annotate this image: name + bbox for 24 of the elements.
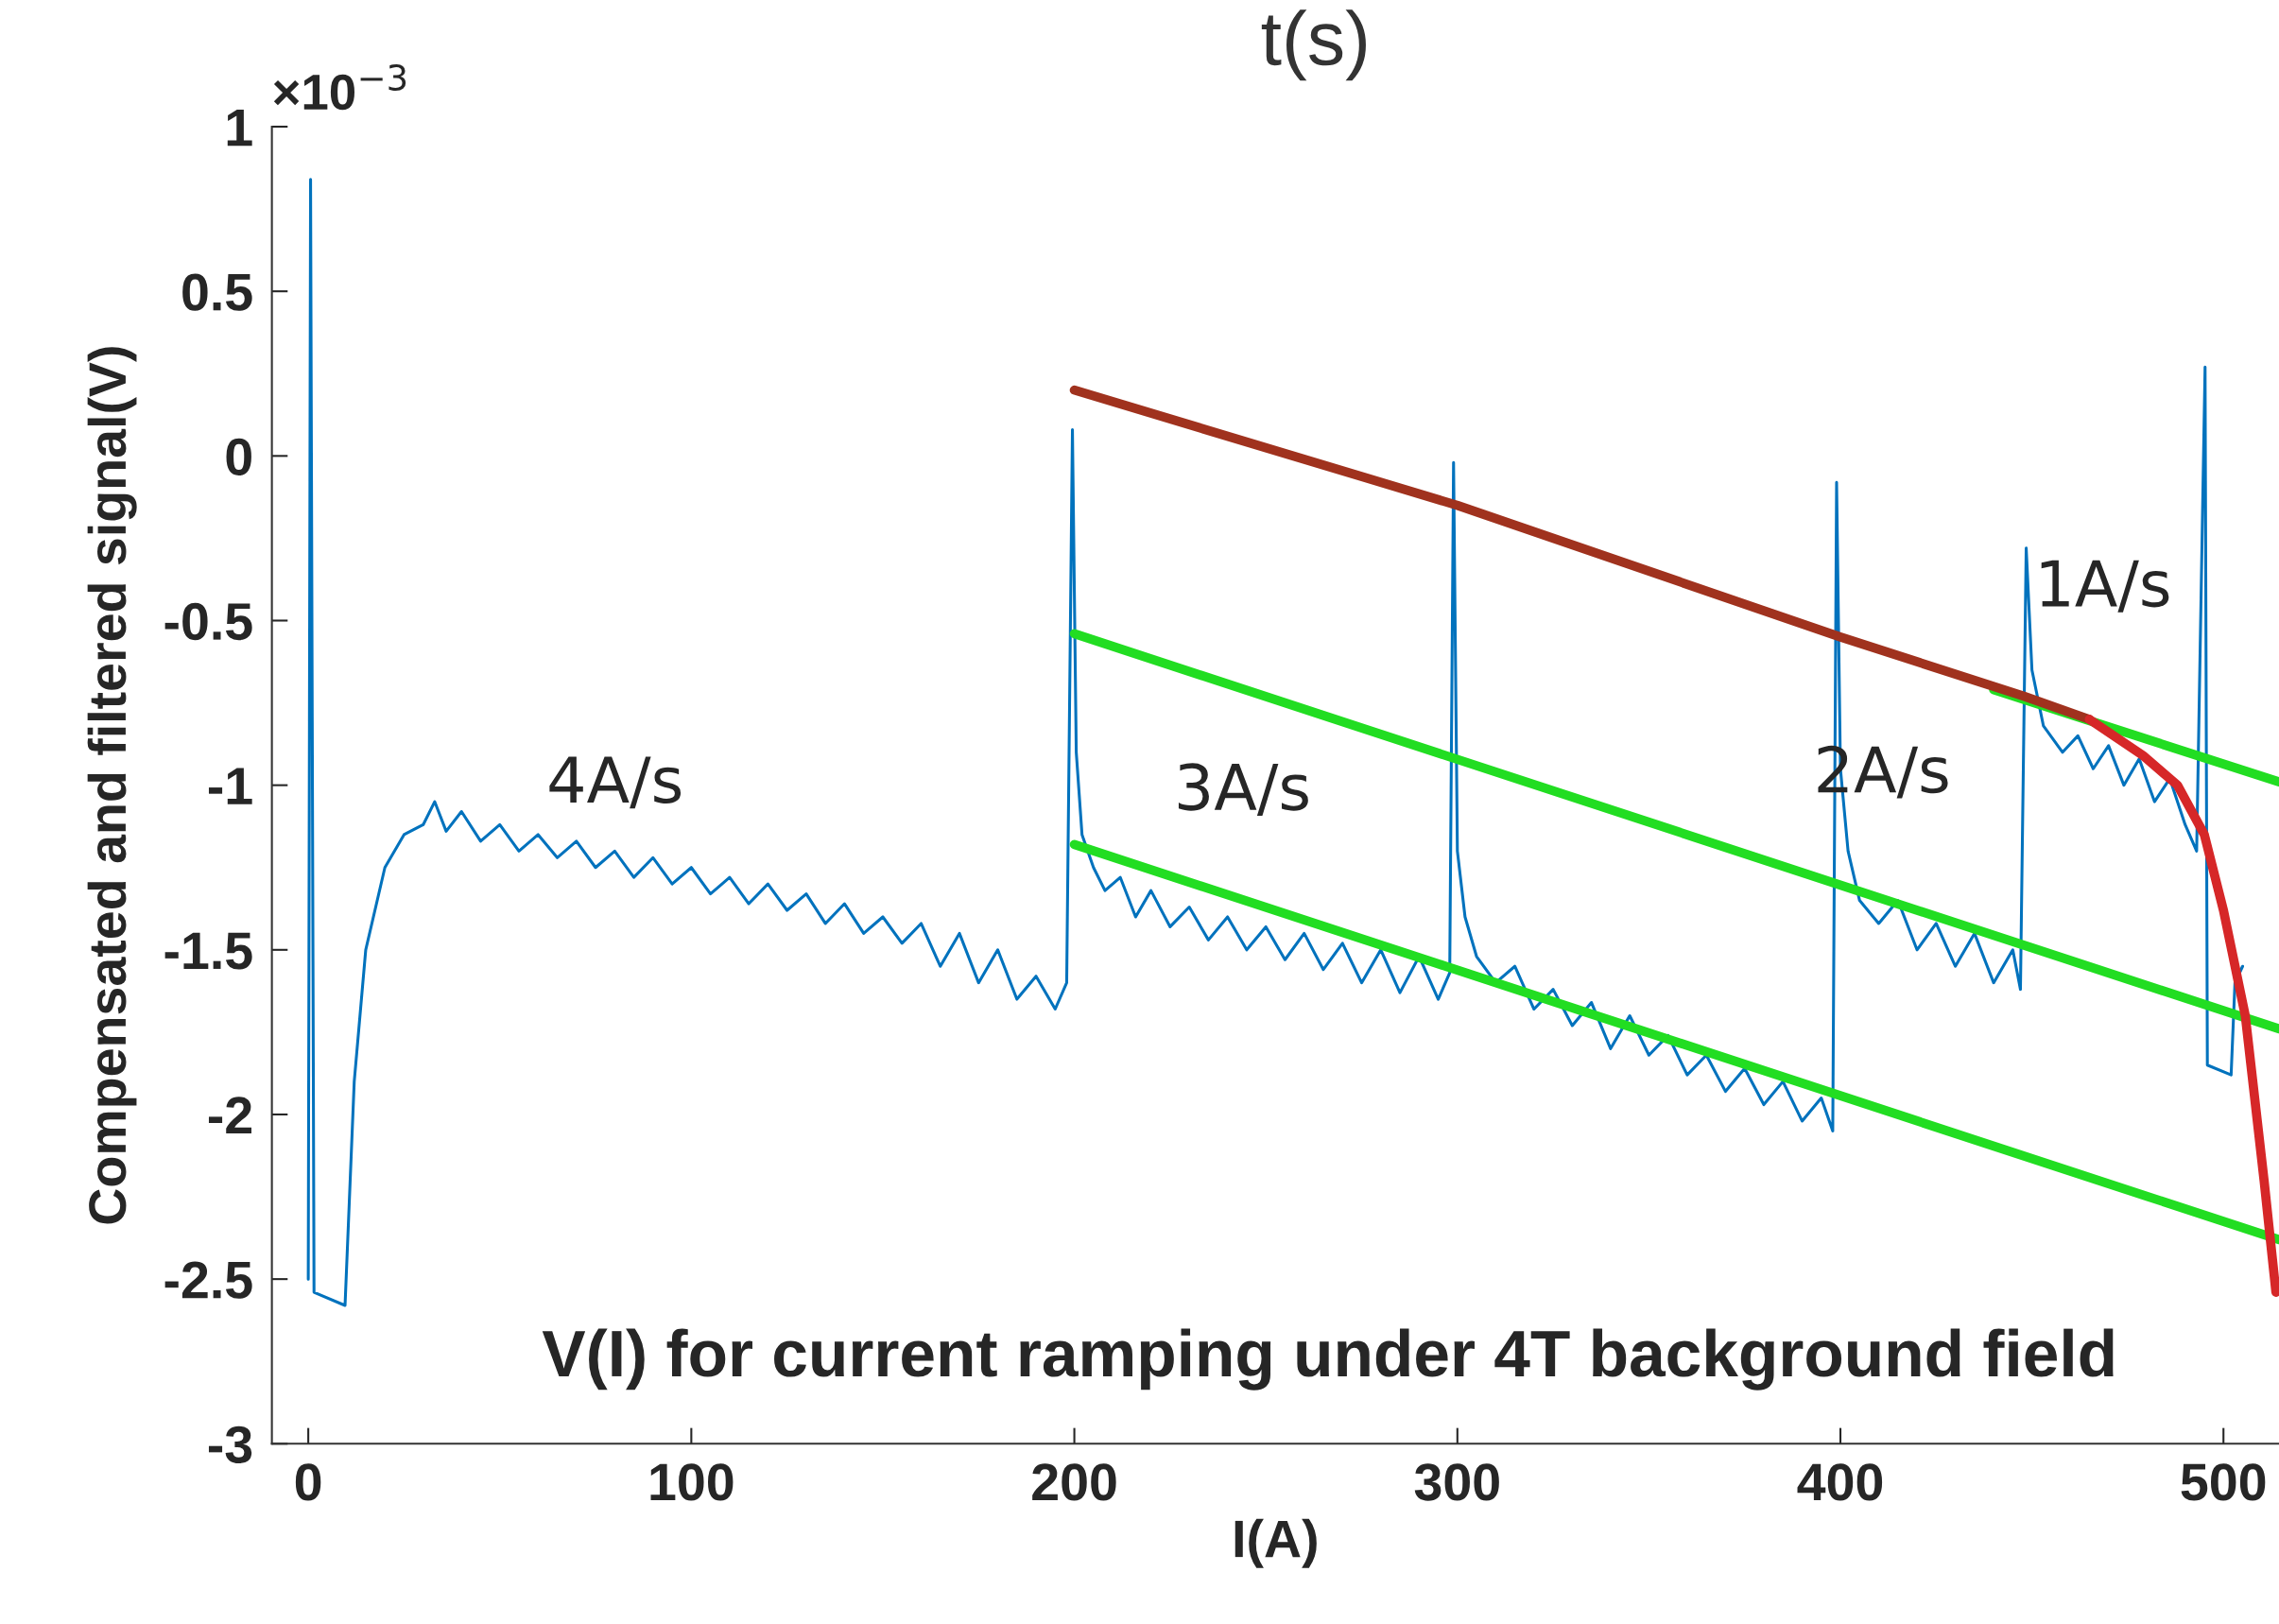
text: V(I) for current ramping under 4T background field bbox=[542, 1328, 2114, 1391]
x-tick-label: 0 bbox=[295, 1463, 321, 1501]
x-tick-label: 300 bbox=[1414, 1463, 1499, 1501]
annotation: 1A/s bbox=[2041, 560, 2169, 613]
text: ×10$^{−3}$ bbox=[273, 64, 406, 111]
x-axis-title: I(A) bbox=[1234, 1518, 1317, 1568]
x-tick-label: 400 bbox=[1797, 1463, 1883, 1501]
y-tick-label: -2.5 bbox=[164, 1261, 252, 1299]
annotation: 3A/s bbox=[1178, 763, 1308, 816]
x2-axis-title: t(s) bbox=[1261, 9, 1366, 81]
y-tick-label: 1 bbox=[227, 109, 252, 147]
y-tick-label: -2 bbox=[208, 1097, 251, 1134]
y-tick-label: 0 bbox=[226, 438, 251, 476]
y-tick-label: -0.5 bbox=[164, 602, 252, 641]
x-tick-label: 100 bbox=[650, 1463, 734, 1501]
line-series bbox=[306, 178, 2245, 1307]
x-tick-label: 200 bbox=[1032, 1463, 1116, 1501]
annotation: 4A/s bbox=[549, 756, 682, 809]
y-axis-title: Compensated and filtered signal(V) bbox=[87, 347, 137, 1224]
x-tick-label: 500 bbox=[2181, 1463, 2266, 1501]
y-tick-label: -3 bbox=[208, 1425, 252, 1464]
y-tick-label: -1.5 bbox=[164, 932, 252, 970]
y-tick-label: 0.5 bbox=[182, 273, 252, 311]
y-tick-label: -1 bbox=[208, 768, 252, 804]
